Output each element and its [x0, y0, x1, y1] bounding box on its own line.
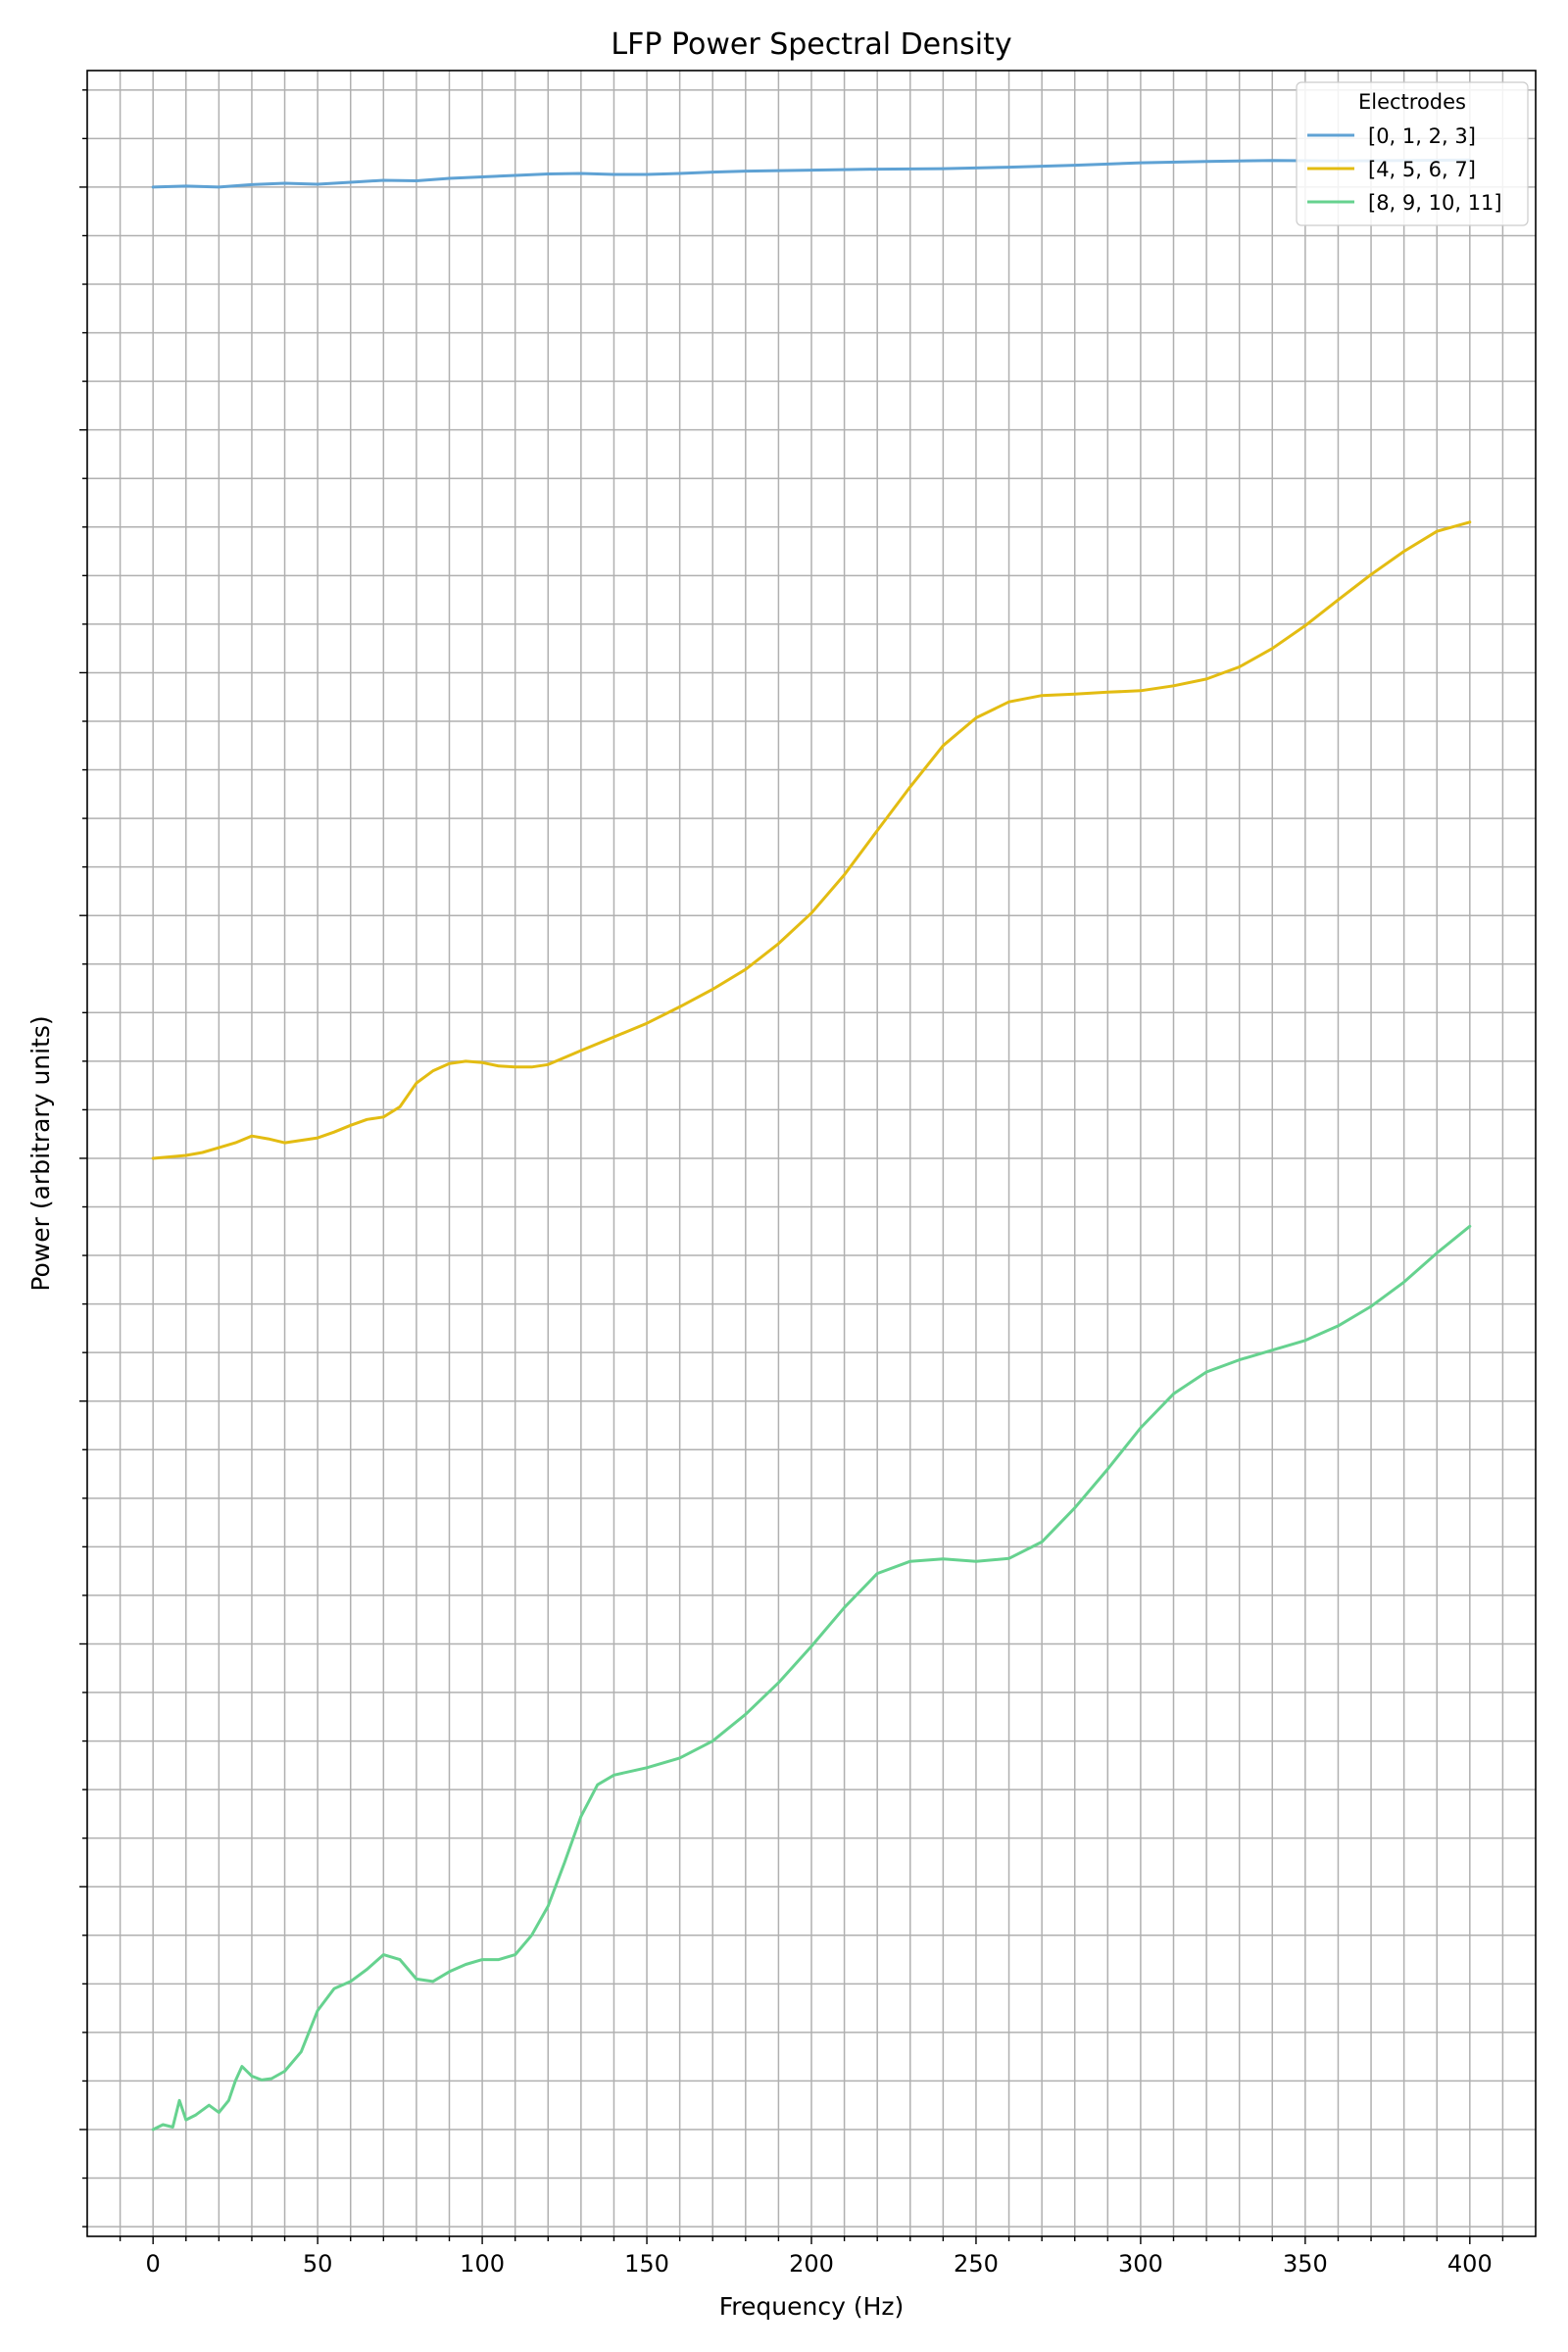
x-axis-label: Frequency (Hz)	[719, 2292, 905, 2321]
series-line-3	[151, 1224, 1472, 2132]
x-tick-label: 50	[303, 2250, 333, 2278]
x-tick-label: 150	[624, 2250, 669, 2278]
x-tick-label: 300	[1118, 2250, 1163, 2278]
x-axis-ticks: 0 50 100 150 200 250 300 350 400	[119, 2236, 1504, 2278]
x-tick-label: 100	[460, 2250, 505, 2278]
series-line-1	[151, 158, 1472, 189]
x-tick-label: 0	[146, 2250, 161, 2278]
legend-title: Electrodes	[1358, 90, 1466, 114]
x-tick-label: 250	[954, 2250, 999, 2278]
series-line-2	[151, 520, 1472, 1160]
series-group	[151, 158, 1472, 2132]
legend-label-2: [4, 5, 6, 7]	[1368, 158, 1476, 181]
y-axis-ticks	[79, 89, 87, 2228]
legend-label-3: [8, 9, 10, 11]	[1368, 191, 1502, 215]
grid	[87, 71, 1536, 2236]
chart-title: LFP Power Spectral Density	[611, 27, 1011, 62]
legend: Electrodes [0, 1, 2, 3] [4, 5, 6, 7] [8, 9…	[1296, 81, 1529, 226]
legend-label-1: [0, 1, 2, 3]	[1368, 124, 1476, 148]
x-tick-label: 400	[1447, 2250, 1493, 2278]
x-tick-label: 350	[1283, 2250, 1328, 2278]
y-axis-label: Power (arbitrary units)	[26, 1015, 55, 1291]
x-tick-label: 200	[789, 2250, 834, 2278]
legend-box	[1296, 81, 1529, 226]
